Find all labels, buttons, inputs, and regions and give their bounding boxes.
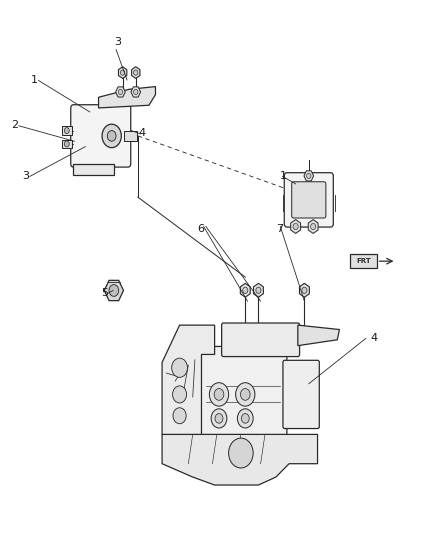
Polygon shape xyxy=(131,87,141,97)
Text: 1: 1 xyxy=(280,171,287,181)
FancyBboxPatch shape xyxy=(292,182,326,218)
Circle shape xyxy=(241,414,249,423)
Circle shape xyxy=(118,90,123,94)
Polygon shape xyxy=(131,67,140,78)
Polygon shape xyxy=(240,284,250,297)
Text: 6: 6 xyxy=(197,224,204,234)
Circle shape xyxy=(243,287,248,293)
Circle shape xyxy=(134,90,138,94)
Polygon shape xyxy=(304,171,314,181)
Bar xyxy=(62,126,71,135)
Circle shape xyxy=(215,414,223,423)
Circle shape xyxy=(237,409,253,428)
Polygon shape xyxy=(124,131,137,141)
Polygon shape xyxy=(298,325,339,345)
Circle shape xyxy=(229,438,253,468)
FancyBboxPatch shape xyxy=(284,173,333,227)
Polygon shape xyxy=(300,284,309,297)
Polygon shape xyxy=(104,280,124,301)
Text: 3: 3 xyxy=(22,171,29,181)
Circle shape xyxy=(240,389,250,400)
Circle shape xyxy=(214,389,224,400)
Circle shape xyxy=(211,409,227,428)
Polygon shape xyxy=(162,434,318,485)
Circle shape xyxy=(173,386,187,403)
Circle shape xyxy=(120,70,125,75)
FancyBboxPatch shape xyxy=(199,346,287,437)
Text: 4: 4 xyxy=(138,128,145,138)
Circle shape xyxy=(109,285,119,296)
Circle shape xyxy=(256,287,261,293)
Polygon shape xyxy=(291,220,300,233)
Polygon shape xyxy=(254,284,263,297)
FancyBboxPatch shape xyxy=(222,323,300,357)
Bar xyxy=(62,140,71,148)
Circle shape xyxy=(172,358,187,377)
Circle shape xyxy=(236,383,255,406)
Circle shape xyxy=(302,287,307,293)
Circle shape xyxy=(64,141,69,147)
Circle shape xyxy=(102,124,121,148)
Circle shape xyxy=(107,131,116,141)
Circle shape xyxy=(134,70,138,75)
Text: 7: 7 xyxy=(276,224,283,234)
FancyBboxPatch shape xyxy=(283,360,319,429)
Circle shape xyxy=(293,223,298,230)
Polygon shape xyxy=(116,87,125,97)
Circle shape xyxy=(311,223,316,230)
Circle shape xyxy=(307,173,311,179)
Polygon shape xyxy=(99,86,155,108)
Text: FRT: FRT xyxy=(356,258,371,264)
Circle shape xyxy=(209,383,229,406)
Text: 3: 3 xyxy=(114,37,121,47)
Text: 2: 2 xyxy=(11,120,18,130)
Circle shape xyxy=(173,408,186,424)
FancyBboxPatch shape xyxy=(71,104,131,167)
Polygon shape xyxy=(73,164,114,175)
FancyBboxPatch shape xyxy=(350,254,377,269)
Polygon shape xyxy=(308,220,318,233)
Polygon shape xyxy=(118,67,127,78)
Text: 4: 4 xyxy=(370,333,377,343)
Text: 1: 1 xyxy=(31,75,38,85)
Text: 5: 5 xyxy=(101,288,108,298)
Polygon shape xyxy=(162,325,215,434)
Circle shape xyxy=(64,127,69,134)
